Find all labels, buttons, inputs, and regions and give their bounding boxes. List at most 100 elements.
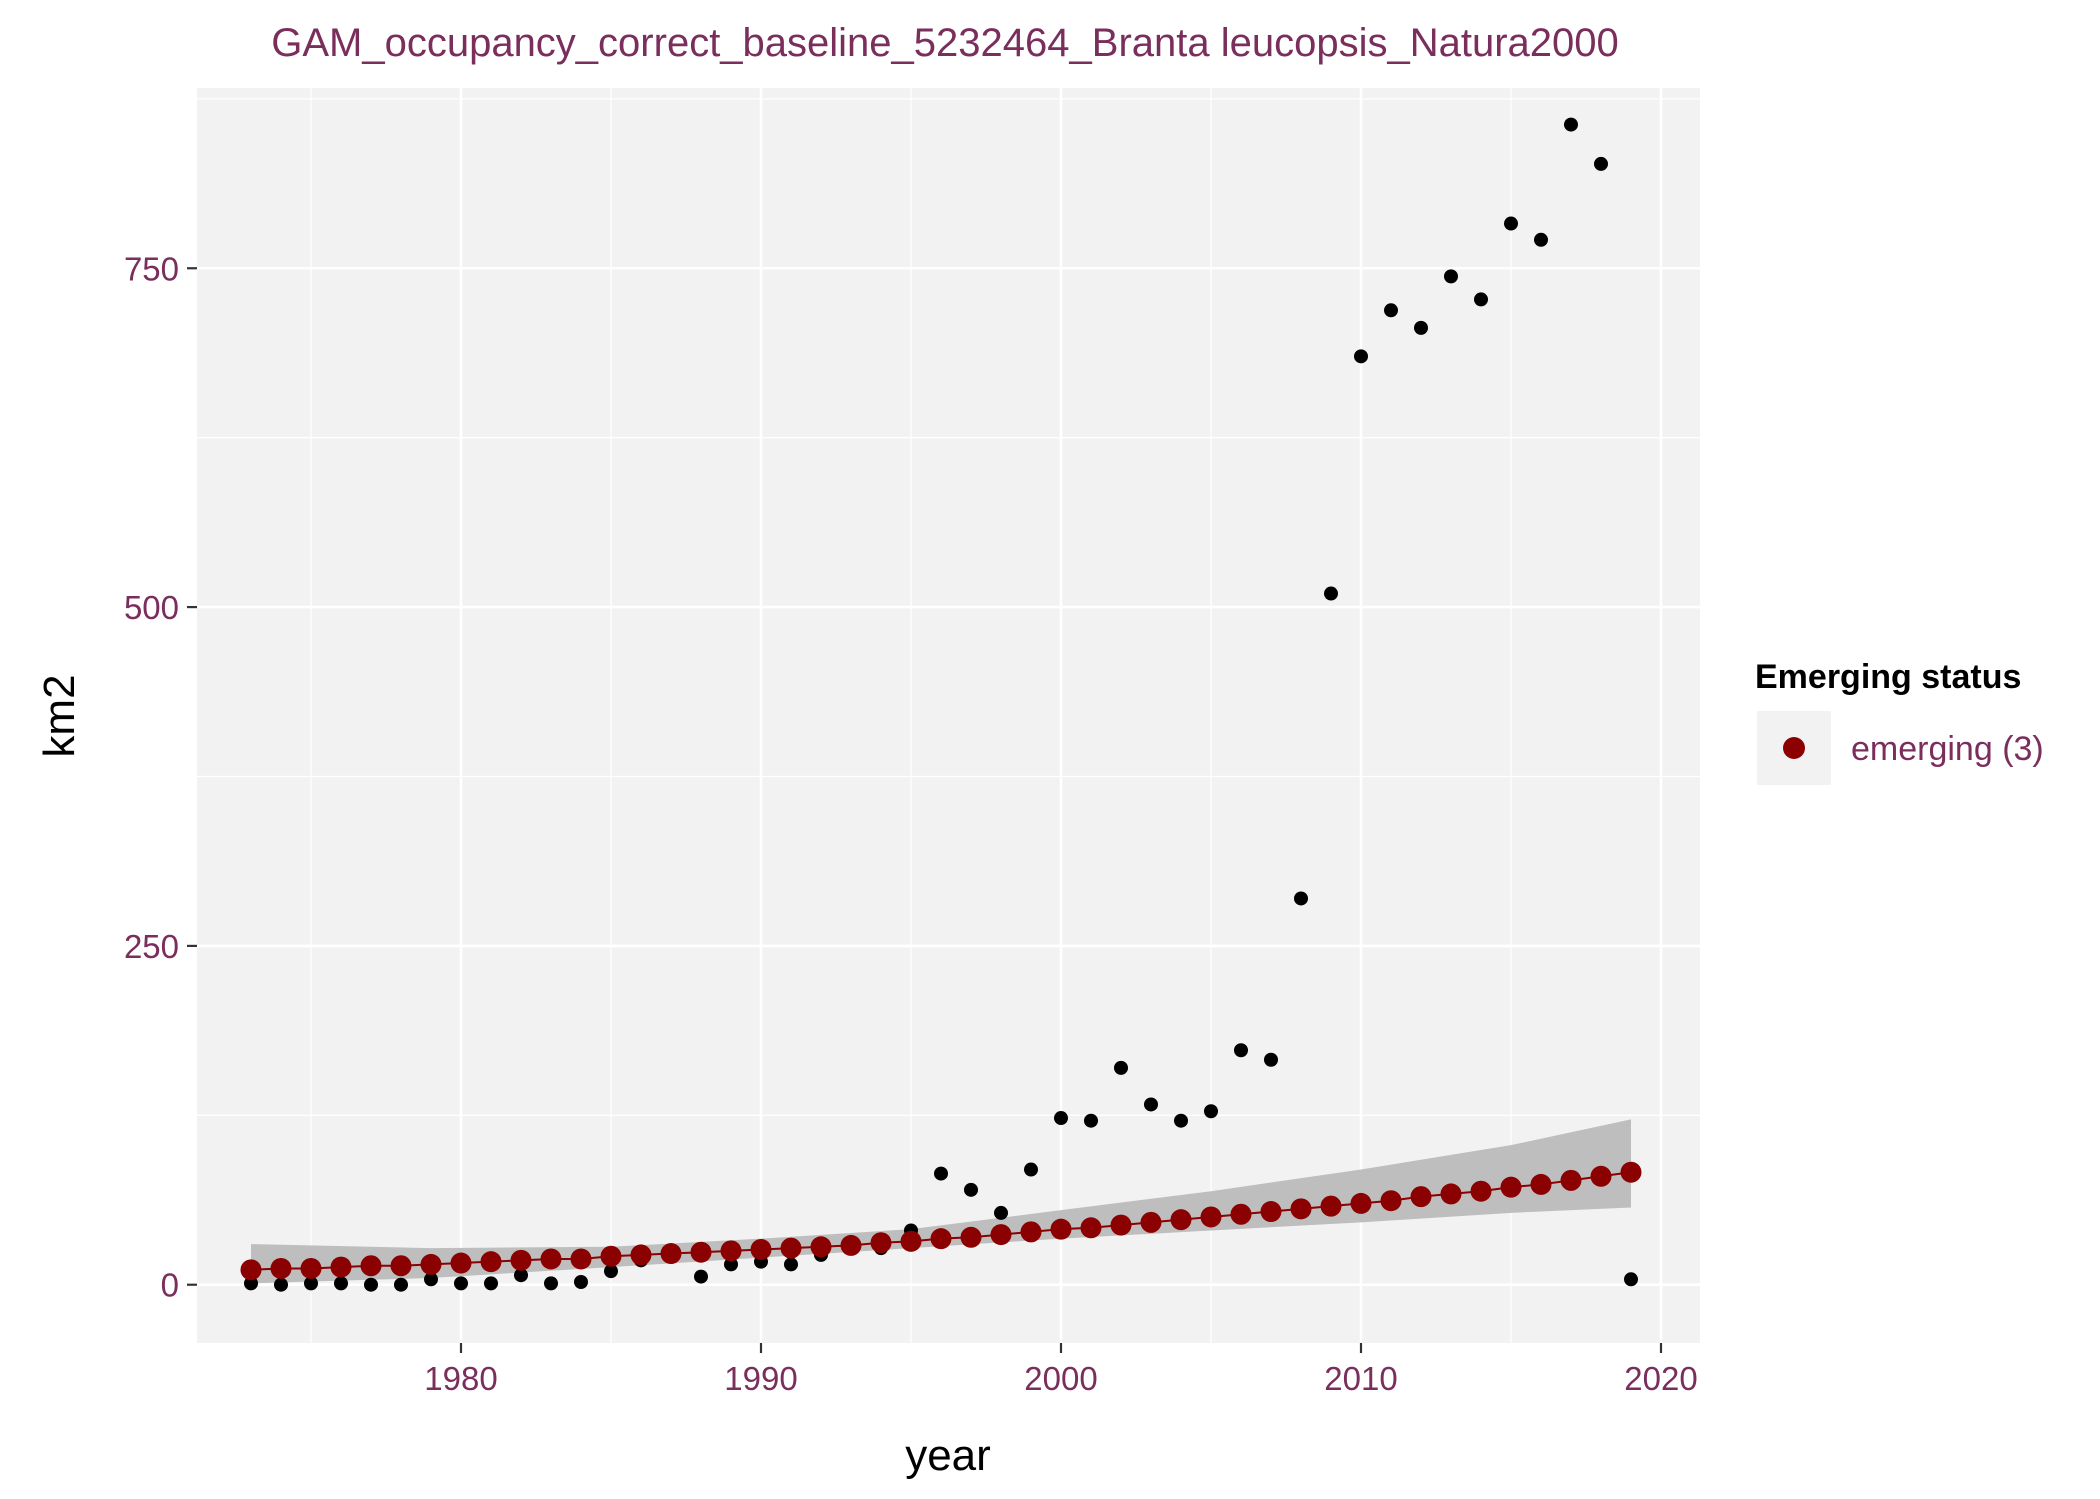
- fitted-point: [1380, 1190, 1402, 1212]
- fitted-point: [690, 1241, 712, 1263]
- observed-point: [1024, 1162, 1038, 1177]
- observed-point: [514, 1268, 528, 1283]
- fitted-point: [1320, 1195, 1342, 1217]
- observed-point: [454, 1276, 468, 1291]
- fitted-point: [750, 1238, 772, 1260]
- observed-point: [1384, 303, 1398, 318]
- x-axis-ticks: 1980 1990 2000 2010 2020: [424, 1343, 1698, 1397]
- legend-key-emerging: [1783, 737, 1805, 759]
- fitted-point: [420, 1253, 442, 1275]
- fitted-point: [1050, 1218, 1072, 1240]
- fitted-point: [930, 1228, 952, 1250]
- fitted-point: [1080, 1217, 1102, 1239]
- fitted-point: [1200, 1206, 1222, 1228]
- fitted-point: [600, 1245, 622, 1267]
- fitted-point: [1260, 1201, 1282, 1223]
- observed-point: [1294, 891, 1308, 906]
- observed-point: [604, 1264, 618, 1279]
- observed-point: [1624, 1272, 1638, 1287]
- observed-point: [394, 1277, 408, 1292]
- observed-point: [574, 1275, 588, 1290]
- x-axis-title: year: [905, 1431, 991, 1480]
- fitted-point: [540, 1248, 562, 1270]
- fitted-point: [330, 1256, 352, 1278]
- fitted-point: [1500, 1176, 1522, 1198]
- fitted-point: [450, 1252, 472, 1274]
- y-tick-label: 500: [124, 589, 179, 626]
- legend-title: Emerging status: [1755, 658, 2021, 696]
- y-axis-title: km2: [35, 674, 84, 757]
- observed-point: [484, 1276, 498, 1291]
- observed-point: [1534, 232, 1548, 247]
- observed-point: [544, 1276, 558, 1291]
- observed-point: [1594, 156, 1608, 171]
- fitted-point: [660, 1243, 682, 1265]
- observed-point: [1174, 1113, 1188, 1128]
- observed-point: [994, 1205, 1008, 1220]
- y-axis-ticks: 0 250 500 750: [124, 250, 197, 1304]
- observed-point: [1444, 269, 1458, 284]
- observed-point: [1504, 216, 1518, 231]
- fitted-point: [870, 1232, 892, 1254]
- observed-point: [1414, 320, 1428, 335]
- observed-point: [694, 1269, 708, 1284]
- fitted-point: [1350, 1192, 1372, 1214]
- fitted-point: [990, 1224, 1012, 1246]
- legend: Emerging status emerging (3): [1755, 658, 2044, 785]
- observed-point: [244, 1276, 258, 1291]
- grid-lines: [197, 88, 1700, 1343]
- fitted-point: [390, 1255, 412, 1277]
- chart-title: GAM_occupancy_correct_baseline_5232464_B…: [271, 21, 1619, 65]
- observed-point: [1264, 1052, 1278, 1067]
- observed-point: [1054, 1111, 1068, 1126]
- fitted-points: [240, 1161, 1642, 1281]
- fitted-point: [720, 1240, 742, 1262]
- fitted-point: [1590, 1165, 1612, 1187]
- y-tick-label: 750: [124, 250, 179, 287]
- fitted-point: [1440, 1183, 1462, 1205]
- fitted-point: [300, 1257, 322, 1279]
- observed-point: [1234, 1043, 1248, 1058]
- fitted-point: [780, 1237, 802, 1259]
- fitted-point: [1560, 1169, 1582, 1191]
- fitted-point: [1470, 1180, 1492, 1202]
- observed-point: [1564, 117, 1578, 132]
- fitted-point: [840, 1234, 862, 1256]
- observed-point: [1354, 349, 1368, 364]
- observed-point: [964, 1182, 978, 1197]
- fitted-point: [1140, 1211, 1162, 1233]
- fitted-point: [1410, 1186, 1432, 1208]
- fitted-point: [630, 1244, 652, 1266]
- observed-point: [1114, 1060, 1128, 1075]
- x-tick-label: 2010: [1324, 1360, 1397, 1397]
- fitted-point: [240, 1259, 262, 1281]
- observed-point: [1144, 1097, 1158, 1112]
- observed-point: [274, 1277, 288, 1292]
- x-tick-label: 1980: [424, 1360, 497, 1397]
- observed-point: [1324, 586, 1338, 601]
- observed-point: [934, 1166, 948, 1181]
- fitted-point: [1230, 1203, 1252, 1225]
- fitted-point: [810, 1236, 832, 1258]
- fitted-point: [1110, 1214, 1132, 1236]
- fitted-point: [360, 1255, 382, 1277]
- legend-label-emerging: emerging (3): [1851, 730, 2044, 768]
- fitted-point: [480, 1251, 502, 1273]
- fitted-point: [570, 1248, 592, 1270]
- fitted-point: [270, 1257, 292, 1279]
- y-tick-label: 250: [124, 928, 179, 965]
- observed-point: [304, 1276, 318, 1291]
- observed-point: [364, 1277, 378, 1292]
- observed-point: [1204, 1104, 1218, 1119]
- y-tick-label: 0: [161, 1267, 179, 1304]
- observed-point: [424, 1272, 438, 1287]
- observed-point: [1474, 292, 1488, 307]
- observed-point: [784, 1257, 798, 1272]
- fitted-point: [960, 1226, 982, 1248]
- x-tick-label: 2020: [1624, 1360, 1697, 1397]
- fitted-point: [1020, 1221, 1042, 1243]
- fitted-point: [1620, 1161, 1642, 1183]
- fitted-point: [1290, 1198, 1312, 1220]
- x-tick-label: 2000: [1024, 1360, 1097, 1397]
